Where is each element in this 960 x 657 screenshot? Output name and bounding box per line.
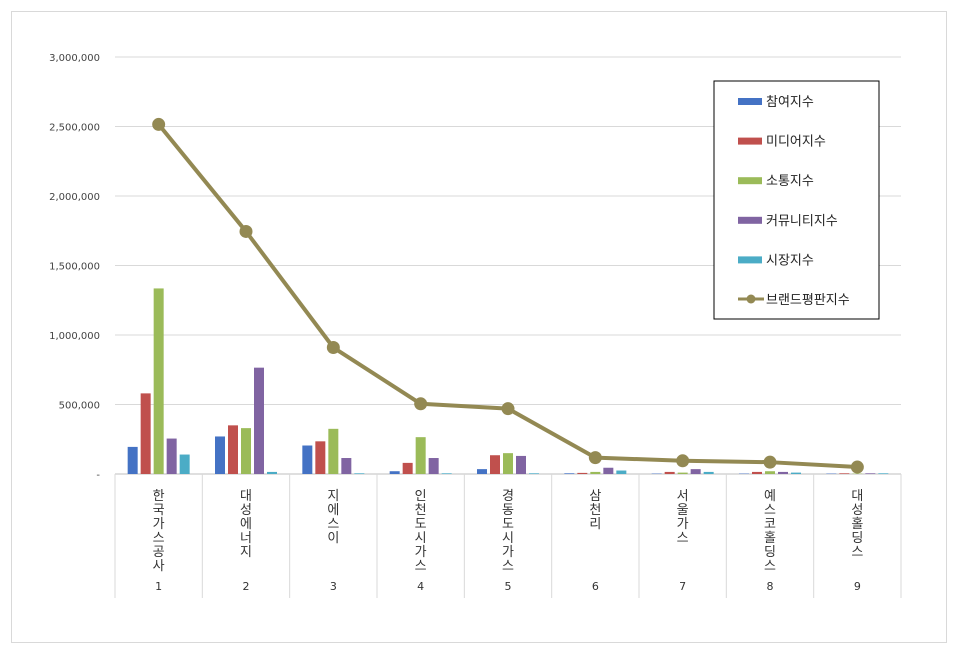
- bar: [865, 473, 876, 474]
- bar: [179, 454, 190, 474]
- bar: [241, 428, 251, 474]
- legend-swatch: [738, 256, 762, 264]
- line-layer: [152, 117, 864, 474]
- legend-swatch: [738, 177, 762, 185]
- bar-layer: [127, 288, 889, 474]
- bar: [215, 436, 225, 474]
- category-rank-label: 2: [243, 580, 250, 593]
- legend-box: [713, 80, 880, 320]
- bar: [490, 455, 500, 474]
- bar: [778, 471, 788, 474]
- bar: [153, 288, 164, 474]
- bar: [328, 428, 339, 474]
- legend-label: 커뮤니티지수: [766, 214, 838, 229]
- category-rank-label: 9: [854, 580, 861, 593]
- legend-swatch: [738, 216, 762, 224]
- line-point: [501, 402, 515, 416]
- legend-label: 소통지수: [766, 174, 814, 189]
- bar: [690, 469, 701, 474]
- legend-label: 참여지수: [766, 95, 814, 110]
- bar: [703, 471, 714, 474]
- bar: [616, 470, 627, 474]
- y-tick-label: 500,000: [59, 401, 100, 412]
- bar: [354, 473, 365, 474]
- line-point: [326, 341, 340, 355]
- legend-label: 미디어지수: [766, 135, 826, 150]
- legend-label: 브랜드평판지수: [766, 293, 850, 308]
- bar: [302, 445, 313, 474]
- legend-marker: [746, 294, 756, 304]
- line-point: [152, 117, 166, 131]
- bar: [664, 471, 675, 474]
- grid-layer: [115, 56, 901, 405]
- bar: [529, 473, 539, 474]
- bar: [878, 473, 889, 474]
- category-rank-label: 8: [767, 580, 774, 593]
- bar: [603, 467, 614, 474]
- y-tick-label: 3,000,000: [49, 53, 100, 64]
- bar: [315, 441, 326, 474]
- bar: [503, 453, 513, 474]
- line-point: [676, 454, 690, 468]
- line-point: [763, 455, 777, 469]
- bar: [677, 472, 688, 474]
- category-rank-label: 6: [592, 580, 599, 593]
- bar: [839, 473, 850, 474]
- bar: [389, 471, 400, 474]
- chart-frame: - 500,000 1,000,000 1,500,000 2,000,000 2,500…: [11, 11, 947, 643]
- bar: [441, 473, 452, 474]
- legend-swatch: [738, 137, 762, 145]
- bar: [228, 425, 238, 474]
- y-tick-label: 1,500,000: [49, 262, 100, 273]
- legend-swatch: [738, 98, 762, 105]
- bar: [791, 472, 801, 474]
- bar: [516, 455, 526, 474]
- bar: [477, 469, 487, 474]
- line-point: [588, 451, 602, 465]
- bar: [166, 438, 177, 474]
- category-rank-label: 7: [679, 580, 686, 593]
- bar: [140, 393, 151, 474]
- line-point: [414, 397, 428, 411]
- bar: [341, 458, 352, 474]
- category-rank-label: 3: [330, 580, 337, 593]
- line-point: [239, 224, 253, 238]
- y-tick-label: 1,000,000: [49, 331, 100, 342]
- category-rank-label: 4: [417, 580, 424, 593]
- bar: [577, 472, 588, 474]
- bar: [590, 471, 601, 474]
- bar: [267, 471, 277, 474]
- y-tick-label: 2,500,000: [49, 123, 100, 134]
- chart-svg: - 500,000 1,000,000 1,500,000 2,000,000 2,500…: [49, 53, 902, 598]
- category-rank-label: 1: [155, 580, 162, 593]
- bar: [415, 437, 426, 474]
- y-tick-label: 2,000,000: [49, 192, 100, 203]
- bar: [564, 473, 575, 474]
- legend-label: 시장지수: [766, 253, 814, 268]
- bar: [752, 471, 762, 474]
- y-tick-label: -: [96, 470, 100, 481]
- axis-layer: - 500,000 1,000,000 1,500,000 2,000,000 2,500…: [49, 53, 902, 598]
- bar: [254, 367, 264, 474]
- line-point: [850, 460, 864, 474]
- bar: [428, 458, 439, 474]
- bar: [402, 462, 413, 474]
- bar: [127, 446, 138, 474]
- bar: [765, 471, 775, 474]
- category-rank-label: 5: [505, 580, 512, 593]
